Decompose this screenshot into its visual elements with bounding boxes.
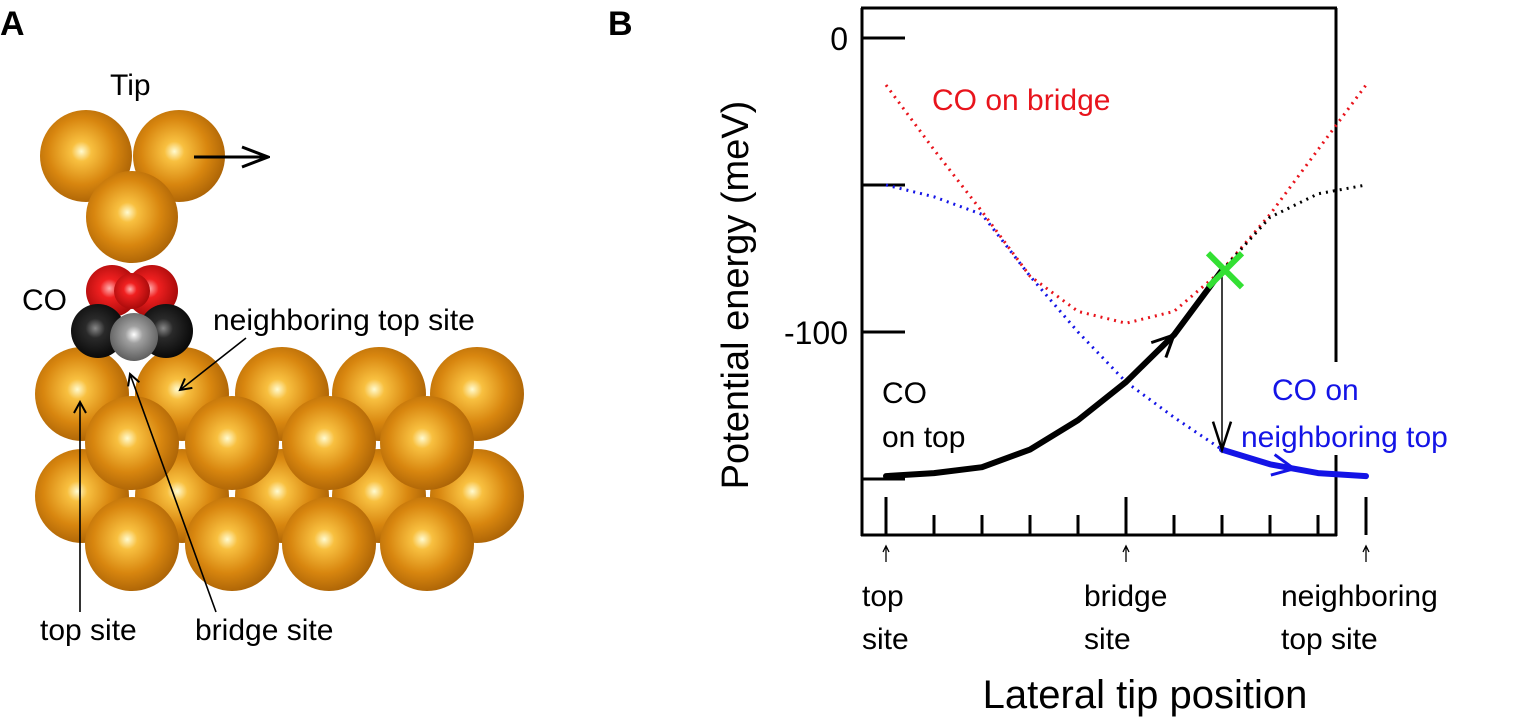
tip-label: Tip <box>110 69 151 102</box>
bridge-site-label: bridge site <box>195 614 333 647</box>
series-neighbor-path-arrowhead <box>1270 453 1298 477</box>
carbon-atom <box>110 313 158 361</box>
x-axis-label: Lateral tip position <box>983 673 1308 717</box>
annotation-co-on-neighboring-line1: CO on <box>1272 374 1359 407</box>
tip-atom <box>86 171 178 263</box>
surface-atom <box>185 396 279 490</box>
site-pointer-arrowhead <box>882 544 890 553</box>
annotation-co-on-bridge: CO on bridge <box>932 84 1110 117</box>
y-tick-label-minus-100: -100 <box>784 315 848 351</box>
x-tick-label-neighboring-line2: top site <box>1281 623 1378 656</box>
jump-arrowhead <box>1211 421 1233 454</box>
series-top-path <box>883 267 1225 480</box>
surface-atom <box>85 396 179 490</box>
x-tick-label-bridge-line1: bridge <box>1084 580 1167 613</box>
neighboring-top-site-arrow <box>180 337 247 390</box>
panel-b-label: B <box>608 5 633 43</box>
annotation-co-on-top-line1: CO <box>882 377 927 410</box>
series-top-dotted <box>1220 183 1367 272</box>
crossing-x-marker <box>1205 251 1245 290</box>
surface-atom <box>185 497 279 591</box>
y-tick-label-0: 0 <box>830 21 848 57</box>
surface-atom <box>380 396 474 490</box>
series-group <box>883 84 1369 480</box>
bridge-site-arrow <box>130 374 217 613</box>
atomic-model <box>35 110 524 591</box>
series-bridge <box>884 84 1368 325</box>
oxygen-atom <box>114 273 150 309</box>
site-pointer-arrowhead <box>1122 544 1130 553</box>
x-tick-label-top-line2: site <box>862 623 909 656</box>
series-top-path-arrowhead <box>1150 332 1177 359</box>
surface-atom <box>282 396 376 490</box>
co-label: CO <box>22 284 67 317</box>
top-site-label: top site <box>40 614 137 647</box>
site-pointer-arrowhead <box>1362 544 1370 553</box>
surface-atom <box>282 497 376 591</box>
annotation-marks <box>1205 251 1245 454</box>
surface-atom <box>85 497 179 591</box>
x-tick-label-bridge-line2: site <box>1084 623 1131 656</box>
series-neighbor-dotted <box>885 183 1223 451</box>
annotation-co-on-neighboring-line2: neighboring top <box>1241 421 1448 454</box>
x-tick-label-neighboring-line1: neighboring <box>1281 580 1438 613</box>
neighboring-top-site-label: neighboring top site <box>213 304 475 337</box>
y-axis-label: Potential energy (meV) <box>715 101 757 490</box>
plot-frame <box>860 6 1338 537</box>
axis-ticks <box>862 36 1370 562</box>
panel-a-label: A <box>0 5 25 43</box>
annotation-co-on-top-line2: on top <box>882 421 965 454</box>
x-tick-label-top-line1: top <box>862 580 904 613</box>
surface-atom <box>380 497 474 591</box>
